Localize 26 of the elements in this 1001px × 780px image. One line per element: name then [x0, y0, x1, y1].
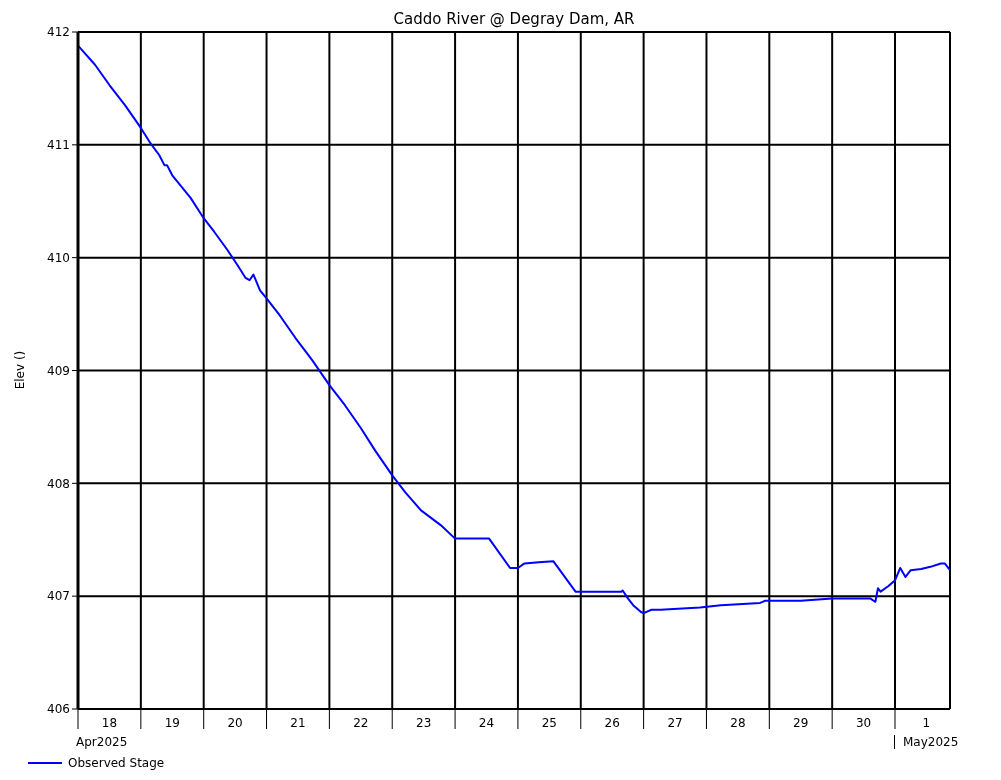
y-tick-label: 406	[47, 702, 70, 717]
x-tick-label: 30	[855, 716, 872, 730]
text: May2025	[894, 735, 959, 749]
y-tick-label: 411	[47, 138, 70, 153]
y-tick-label: 408	[47, 476, 70, 491]
chart-title: Caddo River @ Degray Dam, AR	[392, 10, 636, 28]
x-tick-label: 24	[478, 716, 495, 730]
y-tick-label: 410	[47, 250, 70, 265]
x-tick-label: 18	[101, 716, 118, 730]
x-tick-label: 26	[604, 716, 620, 730]
x-tick-label: 25	[541, 716, 557, 730]
x-tick-label: 23	[416, 716, 432, 730]
x-tick-label: 20	[227, 716, 243, 730]
y-axis-title: Elev ()	[13, 349, 27, 390]
x-tick-label: 21	[290, 716, 306, 730]
legend-label: Observed Stage	[67, 756, 165, 770]
x-tick-label: 29	[793, 716, 809, 730]
x-tick-label: 22	[353, 716, 369, 730]
text: Apr2025	[76, 735, 128, 749]
x-tick-label: 19	[164, 716, 180, 730]
x-tick-label: 1	[922, 716, 931, 730]
y-tick-label: 409	[47, 363, 70, 378]
y-tick-label: 407	[47, 589, 70, 604]
x-tick-label: 27	[667, 716, 683, 730]
y-tick-label: 412	[47, 25, 70, 40]
x-tick-label: 28	[730, 716, 746, 730]
